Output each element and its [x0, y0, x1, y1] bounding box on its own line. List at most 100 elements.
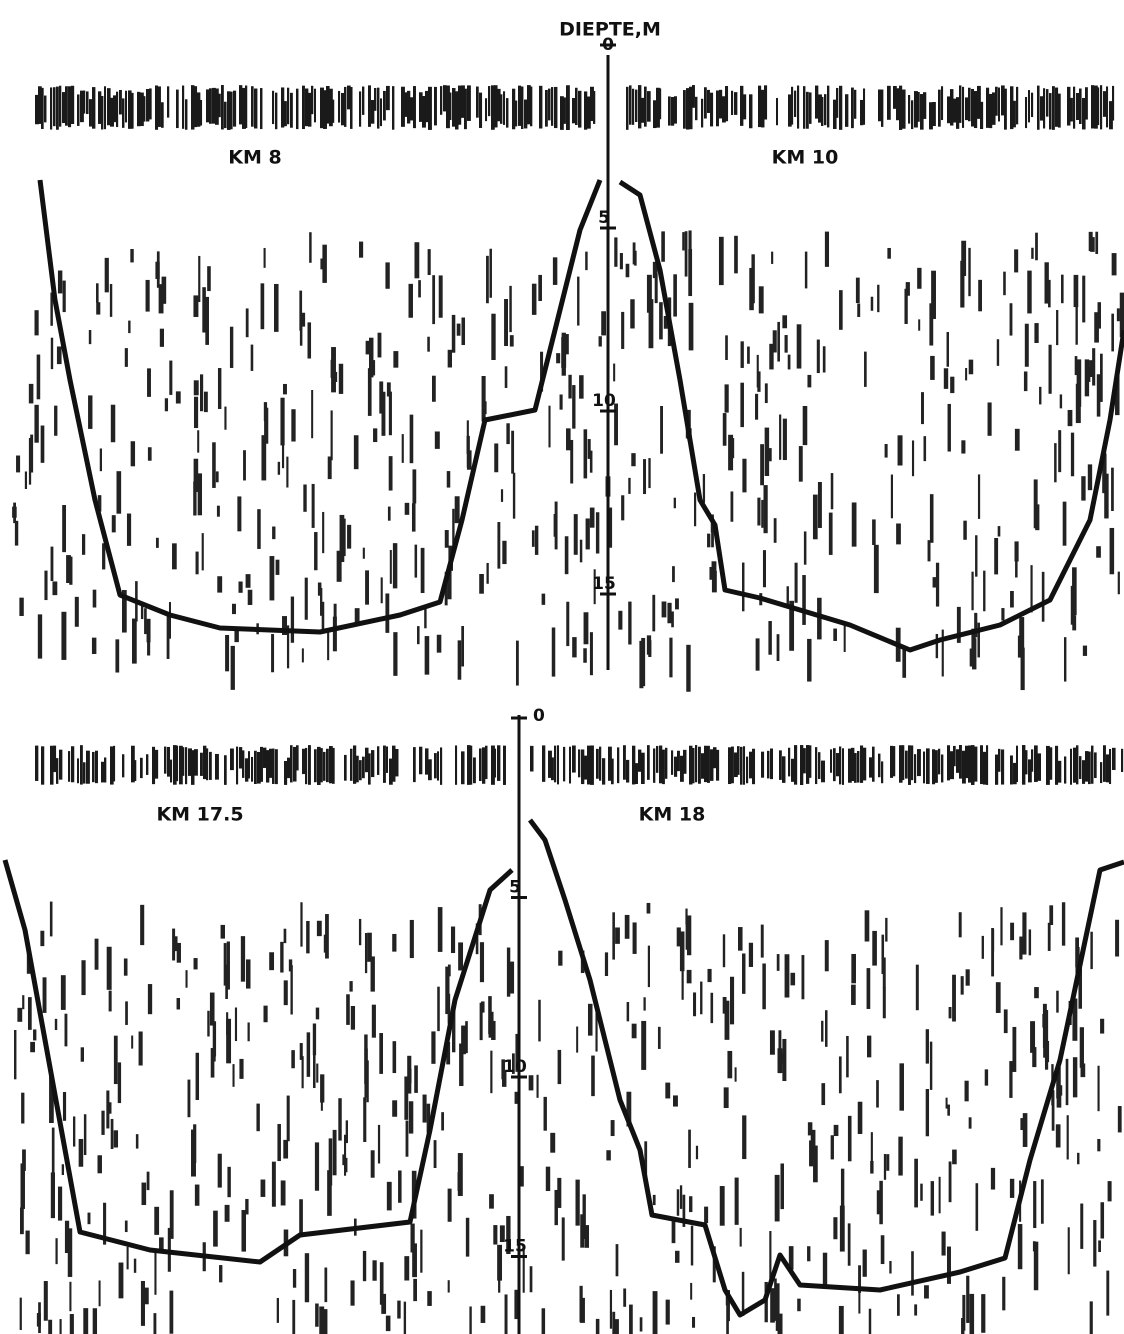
echo-streak [551, 627, 556, 677]
echo-streak [78, 1138, 84, 1167]
surface-echo [314, 749, 317, 783]
surface-echo [215, 88, 219, 125]
surface-echo [479, 92, 483, 128]
surface-echo [719, 89, 723, 119]
echo-streak [1097, 302, 1101, 329]
surface-echo [1016, 745, 1019, 783]
surface-echo [989, 93, 993, 129]
depth-tick-label: 10 [503, 1057, 527, 1077]
echo-streak [1044, 1040, 1050, 1063]
surface-echo [683, 749, 687, 774]
echo-streak [876, 1080, 879, 1108]
echo-streak [595, 1010, 598, 1052]
surface-echo [395, 749, 399, 777]
depth-title: DIEPTE,M [559, 19, 661, 41]
echo-streak [538, 999, 541, 1042]
echo-streak [1078, 959, 1083, 1009]
surface-echo [776, 97, 779, 126]
echo-streak [971, 571, 974, 611]
surface-echo [125, 90, 128, 123]
surface-echo [899, 745, 903, 783]
surface-echo [212, 87, 216, 124]
echo-streak [398, 1170, 402, 1203]
echo-streak [199, 374, 204, 412]
echo-streak [947, 1104, 950, 1116]
echo-streak [106, 946, 112, 990]
surface-echo [1046, 745, 1050, 785]
echo-streak [938, 1176, 941, 1214]
echo-streak [935, 633, 939, 659]
echo-streak [723, 1087, 729, 1109]
echo-streak [958, 912, 962, 938]
echo-streak [386, 1181, 392, 1211]
surface-echo [908, 745, 911, 785]
echo-streak [166, 615, 170, 659]
echo-streak [1115, 373, 1120, 416]
echo-streak [97, 495, 102, 512]
echo-streak [1030, 1021, 1036, 1053]
surface-echo [986, 87, 990, 128]
echo-streak [584, 1225, 590, 1248]
surface-echo [419, 92, 423, 122]
echo-streak [187, 1079, 191, 1118]
surface-echo [89, 99, 92, 127]
surface-echo [734, 92, 738, 115]
surface-echo [41, 87, 44, 129]
echo-streak [379, 1033, 384, 1074]
echo-streak [332, 616, 337, 652]
echo-streak [1054, 443, 1057, 483]
surface-echo [446, 85, 450, 129]
echo-streak [851, 953, 856, 984]
echo-streak [392, 543, 398, 589]
echo-streak [447, 1280, 450, 1293]
surface-echo [242, 87, 246, 129]
echo-streak [456, 323, 461, 336]
echo-streak [220, 924, 225, 939]
echo-streak [14, 1029, 17, 1080]
echo-streak [422, 1094, 427, 1123]
echo-streak [504, 299, 508, 347]
echo-streak [889, 1260, 892, 1274]
echo-streak [1062, 501, 1067, 546]
echo-streak [62, 280, 66, 313]
echo-streak [51, 1127, 55, 1176]
echo-streak [301, 1056, 304, 1089]
echo-streak [1019, 936, 1023, 960]
echo-streak [147, 447, 152, 461]
echo-streak [948, 1161, 952, 1203]
echo-streak [436, 634, 442, 653]
echo-streak [644, 1141, 648, 1184]
echo-streak [612, 912, 615, 960]
echo-streak [904, 288, 908, 324]
echo-streak [1095, 231, 1099, 254]
echo-streak [52, 581, 58, 596]
echo-streak [914, 1304, 918, 1316]
surface-echo [56, 86, 59, 130]
surface-echo [470, 745, 473, 785]
echo-streak [1020, 647, 1025, 691]
echo-streak [509, 335, 514, 347]
echo-streak [1080, 1063, 1086, 1078]
echo-streak [777, 1053, 783, 1064]
echo-streak [327, 628, 330, 661]
km-label: KM 18 [639, 804, 706, 826]
echo-streak [263, 1005, 268, 1023]
echo-streak [1067, 1227, 1070, 1275]
echo-streak [387, 506, 391, 521]
echo-streak [328, 1138, 333, 1186]
echo-streak [146, 1171, 150, 1191]
echo-streak [1023, 371, 1028, 392]
surface-echo [506, 98, 509, 128]
surface-echo [983, 751, 987, 785]
echo-streak [461, 317, 466, 346]
echo-streak [1056, 1088, 1062, 1108]
echo-streak [962, 1294, 966, 1331]
echo-streak [925, 1089, 930, 1137]
surface-echo [707, 89, 710, 113]
echo-streak [931, 270, 936, 319]
echo-streak [673, 497, 676, 509]
surface-echo [344, 86, 347, 127]
echo-streak [83, 1308, 89, 1334]
surface-echo [257, 751, 261, 784]
echo-streak [509, 961, 515, 994]
